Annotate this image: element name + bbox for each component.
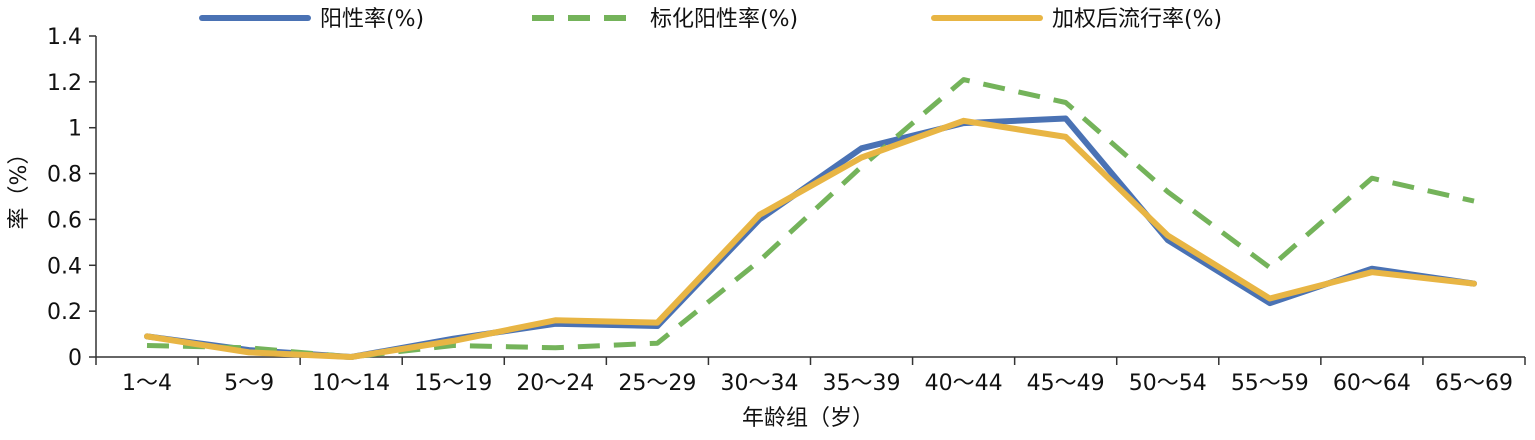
y-axis-label: 率（%） [7, 143, 32, 230]
x-tick-label: 30～34 [720, 371, 798, 396]
legend-label: 加权后流行率(%) [1052, 7, 1222, 32]
x-axis-label: 年龄组（岁） [742, 406, 874, 431]
x-tick-label: 60～64 [1333, 371, 1411, 396]
y-tick-label: 1.4 [47, 25, 82, 50]
x-tick-label: 45～49 [1027, 371, 1105, 396]
legend-item-3: 加权后流行率(%) [931, 7, 1222, 32]
y-axis: 0 0.2 0.4 0.6 0.8 1 1.2 1.4 [47, 25, 97, 371]
series-layer [144, 77, 1477, 360]
legend-label: 标化阳性率(%) [650, 7, 798, 32]
x-tick-label: 20～24 [516, 371, 594, 396]
x-tick-label: 35～39 [823, 371, 901, 396]
y-tick-label: 0.6 [47, 208, 82, 233]
legend: 阳性率(%) 标化阳性率(%) 加权后流行率(%) [199, 7, 1222, 32]
x-tick-label: 5～9 [224, 371, 274, 396]
legend-item-2: 标化阳性率(%) [532, 7, 798, 32]
y-tick-label: 0.8 [47, 163, 82, 188]
x-tick-label: 15～19 [414, 371, 492, 396]
series-line-3 [144, 117, 1477, 360]
x-tick-label: 10～14 [312, 371, 390, 396]
x-tick-label: 50～54 [1129, 371, 1207, 396]
y-tick-label: 0 [68, 346, 82, 371]
y-tick-label: 1.2 [47, 71, 82, 96]
x-tick-label: 55～59 [1231, 371, 1309, 396]
x-axis: 1～4 5～9 10～14 15～19 20～24 25～29 30～34 35～39 40～4… [95, 356, 1526, 396]
legend-label: 阳性率(%) [320, 7, 424, 32]
series-line-2 [146, 77, 1475, 360]
x-tick-label: 65～69 [1435, 371, 1513, 396]
y-tick-label: 1 [68, 117, 82, 142]
y-tick-label: 0.2 [47, 300, 82, 325]
x-tick-label: 1～4 [122, 371, 172, 396]
legend-item-1: 阳性率(%) [199, 7, 424, 32]
x-tick-label: 40～44 [925, 371, 1003, 396]
x-tick-label: 25～29 [618, 371, 696, 396]
series-line-1 [144, 115, 1477, 360]
y-tick-label: 0.4 [47, 254, 82, 279]
